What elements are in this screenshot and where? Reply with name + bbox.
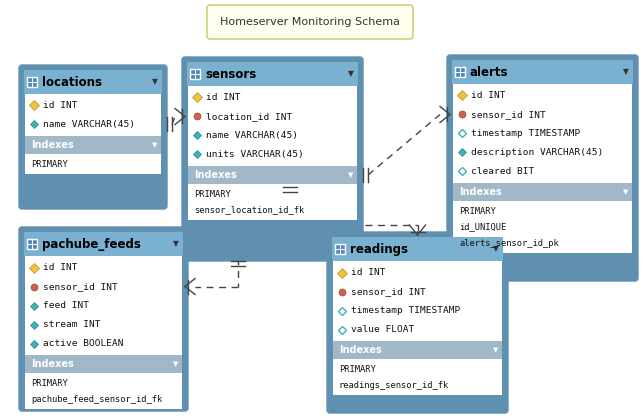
FancyBboxPatch shape [453, 201, 632, 253]
FancyBboxPatch shape [27, 239, 37, 249]
Text: location_id INT: location_id INT [206, 112, 292, 121]
Text: ▼: ▼ [173, 240, 179, 248]
FancyBboxPatch shape [188, 184, 357, 220]
FancyBboxPatch shape [25, 154, 161, 174]
FancyBboxPatch shape [332, 237, 503, 261]
Text: ▼: ▼ [494, 347, 499, 353]
Text: sensor_id INT: sensor_id INT [471, 110, 545, 119]
FancyBboxPatch shape [453, 183, 632, 201]
Text: ▼: ▼ [348, 70, 354, 78]
FancyBboxPatch shape [19, 227, 188, 411]
Text: readings_sensor_id_fk: readings_sensor_id_fk [339, 380, 449, 390]
FancyBboxPatch shape [190, 69, 200, 79]
Text: ▼: ▼ [153, 142, 158, 148]
Text: pachube_feeds: pachube_feeds [42, 238, 141, 251]
Text: PRIMARY: PRIMARY [194, 189, 231, 199]
FancyBboxPatch shape [19, 65, 167, 209]
Text: Homeserver Monitoring Schema: Homeserver Monitoring Schema [220, 17, 400, 27]
Text: ▼: ▼ [152, 78, 158, 86]
FancyBboxPatch shape [187, 62, 358, 86]
Text: sensor_id INT: sensor_id INT [43, 282, 118, 291]
FancyBboxPatch shape [453, 84, 632, 183]
Text: id INT: id INT [351, 268, 385, 277]
FancyBboxPatch shape [25, 136, 161, 154]
Text: PRIMARY: PRIMARY [339, 365, 376, 373]
Text: active BOOLEAN: active BOOLEAN [43, 339, 124, 348]
Text: sensor_location_id_fk: sensor_location_id_fk [194, 205, 304, 215]
FancyBboxPatch shape [25, 373, 182, 409]
Text: id INT: id INT [43, 263, 78, 272]
Text: ▼: ▼ [493, 245, 499, 253]
Text: name VARCHAR(45): name VARCHAR(45) [206, 131, 298, 140]
FancyBboxPatch shape [25, 355, 182, 373]
Text: PRIMARY: PRIMARY [459, 207, 495, 215]
FancyBboxPatch shape [24, 70, 162, 94]
FancyBboxPatch shape [333, 341, 502, 359]
FancyBboxPatch shape [25, 256, 182, 355]
FancyBboxPatch shape [24, 232, 183, 256]
Text: ▼: ▼ [623, 189, 629, 195]
Text: stream INT: stream INT [43, 320, 101, 329]
Text: locations: locations [42, 75, 102, 88]
Text: Indexes: Indexes [194, 170, 237, 180]
Text: cleared BIT: cleared BIT [471, 167, 534, 176]
Text: id INT: id INT [471, 91, 506, 100]
Text: feed INT: feed INT [43, 301, 89, 310]
FancyBboxPatch shape [25, 94, 161, 136]
FancyBboxPatch shape [335, 244, 345, 254]
Text: PRIMARY: PRIMARY [31, 160, 68, 168]
Text: sensor_id INT: sensor_id INT [351, 287, 426, 296]
Text: id INT: id INT [43, 101, 78, 110]
FancyBboxPatch shape [333, 261, 502, 341]
Text: Indexes: Indexes [339, 345, 382, 355]
FancyBboxPatch shape [452, 60, 633, 84]
Text: value FLOAT: value FLOAT [351, 325, 414, 334]
Text: PRIMARY: PRIMARY [31, 378, 68, 388]
Text: ▼: ▼ [173, 361, 179, 367]
Text: sensors: sensors [205, 67, 256, 80]
Text: timestamp TIMESTAMP: timestamp TIMESTAMP [471, 129, 580, 138]
Text: name VARCHAR(45): name VARCHAR(45) [43, 120, 135, 129]
Text: id_UNIQUE: id_UNIQUE [459, 222, 506, 232]
Text: timestamp TIMESTAMP: timestamp TIMESTAMP [351, 306, 460, 315]
FancyBboxPatch shape [327, 232, 508, 413]
FancyBboxPatch shape [447, 55, 638, 281]
FancyBboxPatch shape [27, 77, 37, 87]
Text: id INT: id INT [206, 93, 240, 102]
Text: alerts_sensor_id_pk: alerts_sensor_id_pk [459, 238, 559, 248]
FancyBboxPatch shape [455, 67, 465, 77]
Text: Indexes: Indexes [459, 187, 502, 197]
Text: Indexes: Indexes [31, 359, 74, 369]
Text: alerts: alerts [470, 65, 508, 78]
Text: Indexes: Indexes [31, 140, 74, 150]
FancyBboxPatch shape [333, 359, 502, 395]
FancyBboxPatch shape [188, 86, 357, 166]
FancyBboxPatch shape [207, 5, 413, 39]
Text: pachube_feed_sensor_id_fk: pachube_feed_sensor_id_fk [31, 395, 162, 403]
Text: readings: readings [350, 243, 408, 256]
Text: units VARCHAR(45): units VARCHAR(45) [206, 150, 304, 159]
Text: description VARCHAR(45): description VARCHAR(45) [471, 148, 603, 157]
FancyBboxPatch shape [188, 166, 357, 184]
Text: ▼: ▼ [348, 172, 354, 178]
FancyBboxPatch shape [182, 57, 363, 261]
Text: ▼: ▼ [623, 67, 629, 77]
